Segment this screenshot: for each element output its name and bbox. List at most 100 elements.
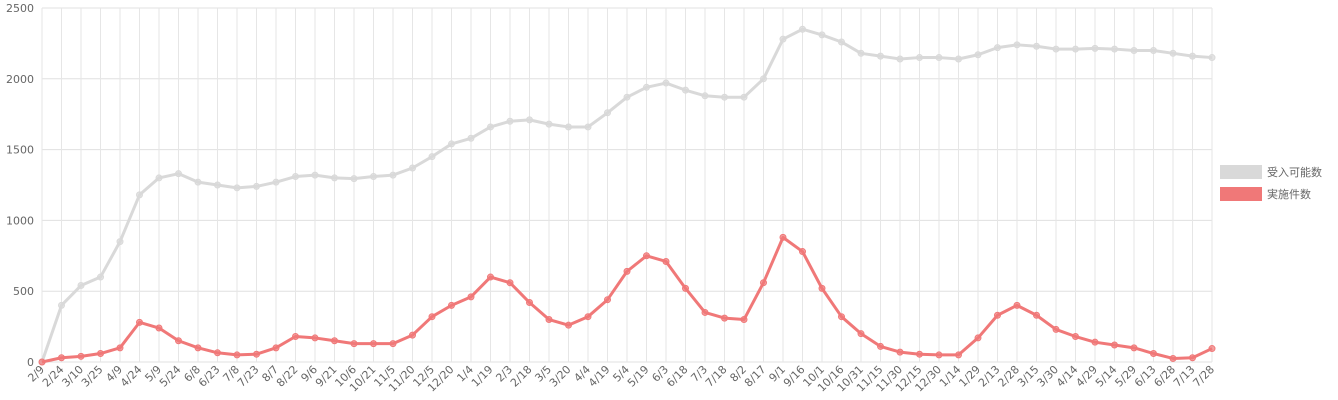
point xyxy=(1189,354,1196,362)
point xyxy=(701,308,709,316)
point xyxy=(565,321,572,329)
point xyxy=(916,54,923,62)
x-tick-label: 1/19 xyxy=(469,363,496,390)
x-tick-label: 5/24 xyxy=(157,363,184,390)
point xyxy=(1013,41,1021,49)
point xyxy=(389,171,397,179)
point xyxy=(799,25,806,33)
point xyxy=(448,301,455,309)
y-tick-label: 1000 xyxy=(6,214,34,227)
point xyxy=(136,318,143,326)
point xyxy=(1111,341,1118,349)
x-tick-label: 8/17 xyxy=(742,363,769,390)
point xyxy=(662,79,670,87)
point xyxy=(1091,338,1099,346)
point xyxy=(506,117,514,125)
y-tick-label: 2500 xyxy=(6,2,34,15)
legend-label: 実施件数 xyxy=(1267,187,1311,201)
point xyxy=(116,344,124,352)
point xyxy=(896,348,904,356)
y-tick-label: 500 xyxy=(13,285,34,298)
point xyxy=(448,140,455,148)
point xyxy=(623,93,631,101)
point xyxy=(916,350,923,358)
x-tick-label: 5/19 xyxy=(625,363,652,390)
point xyxy=(1208,54,1216,62)
point xyxy=(994,44,1001,52)
point xyxy=(1189,52,1196,60)
point xyxy=(487,273,494,281)
point xyxy=(760,279,767,287)
point xyxy=(175,170,182,178)
point xyxy=(409,331,416,339)
point xyxy=(1169,354,1177,362)
point xyxy=(545,120,553,128)
point xyxy=(331,174,338,182)
y-tick-label: 2000 xyxy=(6,73,34,86)
point xyxy=(955,351,962,359)
point xyxy=(877,52,884,60)
point xyxy=(818,284,826,292)
point xyxy=(233,184,241,192)
point xyxy=(721,314,728,322)
point xyxy=(272,344,280,352)
point xyxy=(311,334,319,342)
point xyxy=(97,273,104,281)
point xyxy=(1052,325,1060,333)
point xyxy=(136,191,143,199)
point xyxy=(526,299,533,307)
point xyxy=(77,282,85,290)
point xyxy=(428,153,436,161)
point xyxy=(175,337,182,345)
point xyxy=(214,349,221,357)
point xyxy=(1033,42,1040,50)
point xyxy=(682,284,689,292)
point xyxy=(1091,44,1099,52)
point xyxy=(116,238,124,246)
point xyxy=(1150,46,1157,54)
point xyxy=(253,350,260,358)
point xyxy=(1072,333,1079,341)
point xyxy=(194,178,202,186)
point xyxy=(896,55,904,63)
legend-swatch xyxy=(1220,165,1262,179)
point xyxy=(604,296,611,304)
point xyxy=(292,333,299,341)
point xyxy=(974,51,982,59)
point xyxy=(935,351,943,359)
point xyxy=(565,123,572,131)
x-tick-label: 3/25 xyxy=(79,363,106,390)
point xyxy=(1072,45,1079,53)
point xyxy=(272,178,280,186)
legend-swatch xyxy=(1220,187,1262,201)
point xyxy=(506,279,514,287)
point xyxy=(1033,311,1040,319)
point xyxy=(77,352,85,360)
point xyxy=(58,354,65,362)
point xyxy=(584,313,592,321)
point xyxy=(994,311,1001,319)
point xyxy=(662,257,670,265)
point xyxy=(370,340,377,348)
point xyxy=(1130,344,1138,352)
point xyxy=(1111,45,1118,53)
y-tick-label: 0 xyxy=(27,356,34,369)
point xyxy=(389,340,397,348)
point xyxy=(331,337,338,345)
x-tick-label: 7/28 xyxy=(1190,363,1217,390)
point xyxy=(428,313,436,321)
point xyxy=(935,54,943,62)
point xyxy=(38,358,46,366)
x-tick-label: 6/18 xyxy=(664,363,691,390)
x-tick-label: 6/23 xyxy=(196,363,223,390)
point xyxy=(233,351,241,359)
point xyxy=(155,324,163,332)
point xyxy=(877,342,884,350)
point xyxy=(1150,350,1157,358)
point xyxy=(838,38,845,46)
point xyxy=(194,344,202,352)
point xyxy=(721,93,728,101)
point xyxy=(838,313,845,321)
x-tick-label: 3/20 xyxy=(547,363,574,390)
